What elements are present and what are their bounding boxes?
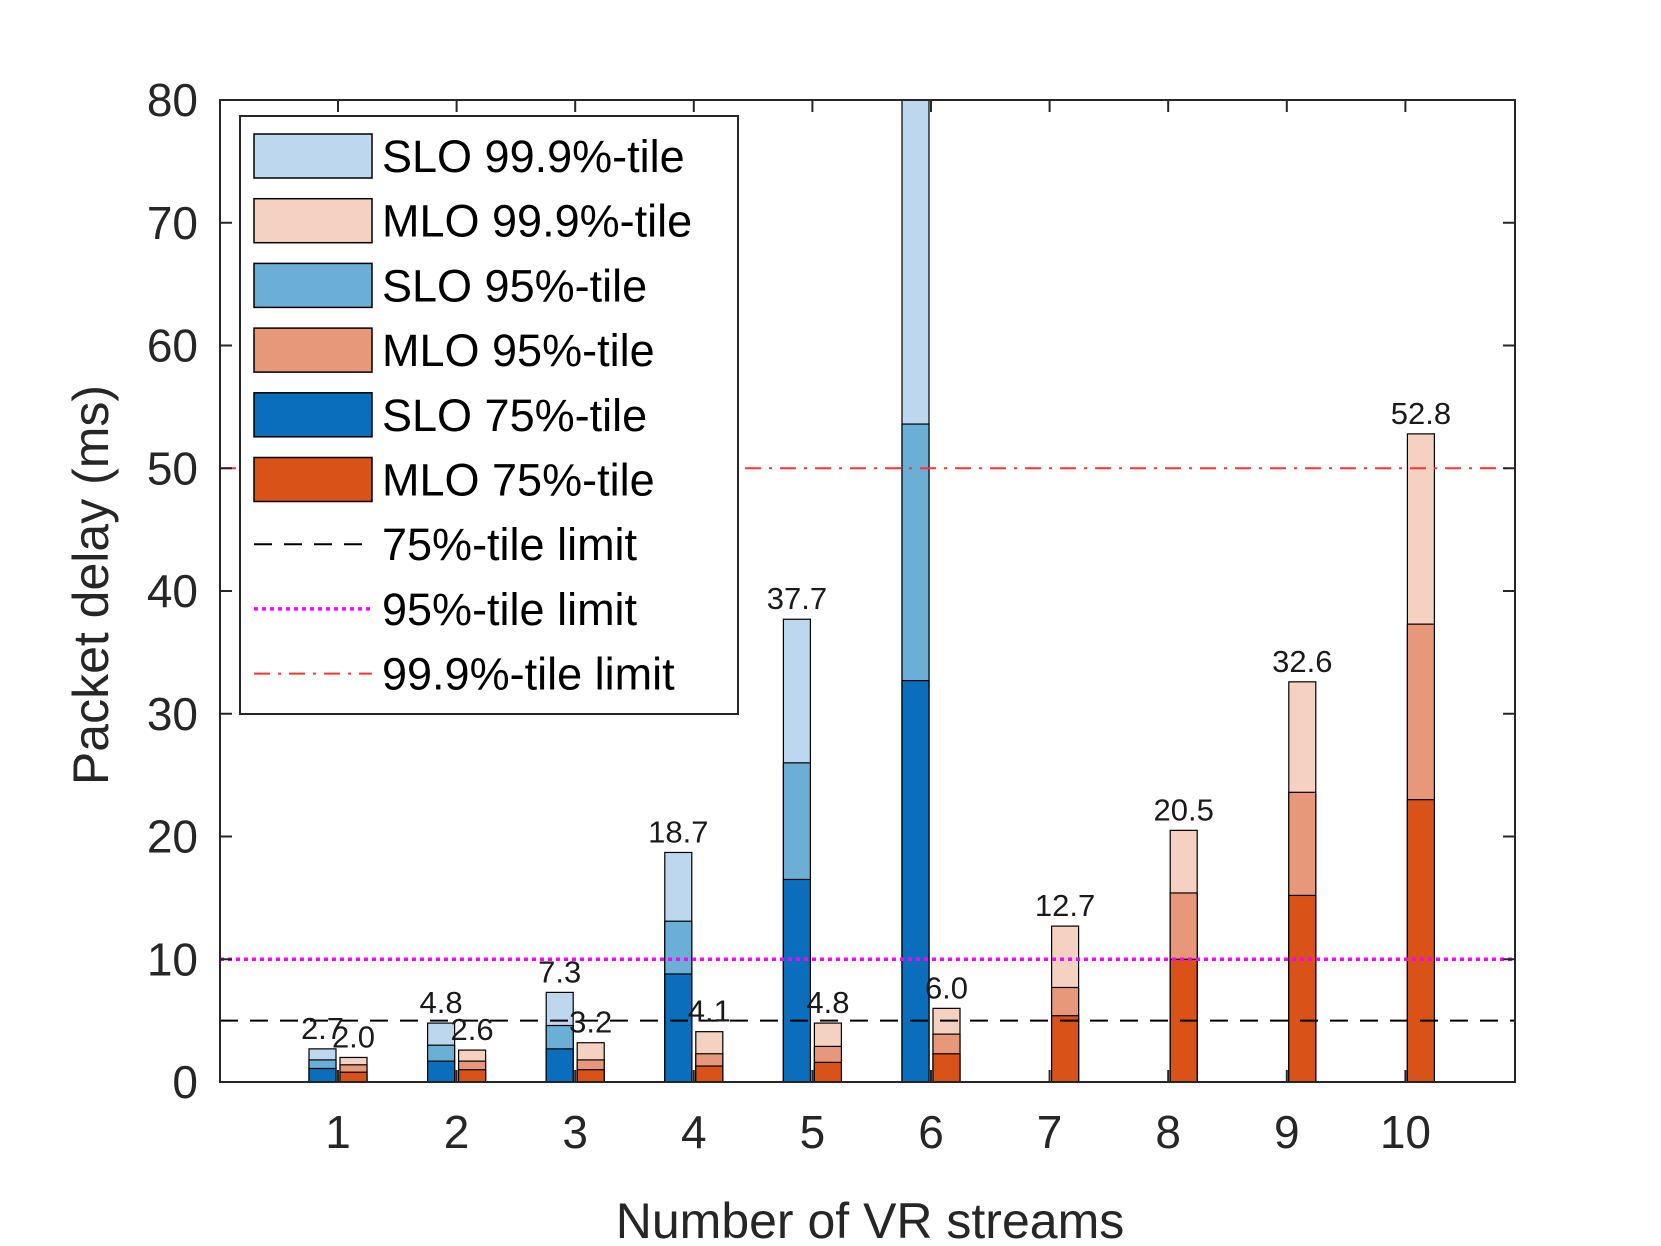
bar-label-mlo-5: 4.8 — [806, 985, 849, 1020]
legend: SLO 99.9%-tile MLO 99.9%-tile SLO 95%-tile… — [239, 115, 739, 715]
bar-slo-p75-6 — [901, 680, 930, 1083]
legend-label: 99.9%-tile limit — [382, 649, 675, 700]
legend-swatch — [253, 456, 373, 503]
y-tick-label: 60 — [147, 320, 198, 372]
bar-label-slo-2: 4.8 — [420, 985, 463, 1020]
y-tick-label: 0 — [172, 1056, 198, 1108]
bar-label-mlo-2: 2.6 — [451, 1012, 494, 1047]
bar-mlo-p75-5 — [813, 1061, 843, 1083]
bar-mlo-p75-4 — [695, 1065, 724, 1083]
bar-mlo-p75-2 — [458, 1069, 487, 1083]
legend-label: 95%-tile limit — [382, 584, 638, 635]
x-tick-label: 1 — [325, 1106, 351, 1158]
x-axis-title: Number of VR streams — [616, 1193, 1124, 1246]
bar-label-mlo-8: 20.5 — [1154, 792, 1214, 827]
x-tick-label: 9 — [1274, 1106, 1300, 1158]
y-tick-label: 30 — [147, 688, 198, 740]
legend-swatch — [253, 392, 373, 438]
bar-mlo-p75-1 — [339, 1071, 368, 1083]
bar-label-mlo-1: 2.0 — [332, 1019, 375, 1054]
x-tick-label: 10 — [1380, 1106, 1431, 1158]
y-tick-label: 40 — [147, 565, 198, 617]
legend-label: MLO 75%-tile — [382, 455, 655, 506]
legend-swatch — [253, 327, 373, 373]
bar-label-slo-3: 7.3 — [538, 954, 581, 989]
legend-swatch — [253, 197, 373, 244]
bar-mlo-p75-7 — [1050, 1015, 1080, 1083]
legend-swatch — [253, 262, 373, 309]
bar-label-slo-1: 2.7 — [301, 1011, 344, 1046]
y-tick-label: 50 — [147, 442, 198, 494]
legend-label: MLO 99.9%-tile — [382, 196, 692, 247]
legend-swatch — [253, 133, 373, 179]
x-tick-label: 8 — [1155, 1106, 1181, 1158]
bars — [308, 99, 1436, 1083]
bar-value-labels: 2.7 4.8 7.3 18.7 37.7 2.0 2.6 3.2 4.1 4.8 6.0 12.7 2… — [301, 396, 1451, 1055]
x-tick-label: 3 — [562, 1106, 588, 1158]
x-tick-label: 7 — [1037, 1106, 1063, 1158]
bar-mlo-p75-6 — [932, 1053, 961, 1083]
bar-slo-p75-2 — [427, 1060, 456, 1083]
y-tick-label: 80 — [147, 74, 198, 126]
bar-label-mlo-10: 52.8 — [1391, 396, 1451, 431]
bar-label-mlo-6: 6.0 — [925, 970, 968, 1005]
x-tick-label: 4 — [681, 1106, 707, 1158]
bar-label-mlo-7: 12.7 — [1035, 888, 1095, 923]
x-tick-label: 6 — [918, 1106, 944, 1158]
bar-label-slo-5: 37.7 — [767, 581, 827, 616]
axes: 0 10 20 30 40 50 60 70 80 1 2 3 4 5 6 7 8 9 10 — [147, 74, 1516, 1158]
bar-slo-p75-5 — [782, 878, 812, 1083]
bar-mlo-p75-9 — [1288, 894, 1317, 1083]
y-tick-label: 10 — [147, 933, 198, 985]
bar-slo-p75-1 — [308, 1067, 337, 1083]
legend-label: SLO 75%-tile — [382, 390, 647, 441]
x-tick-label: 5 — [800, 1106, 826, 1158]
bar-label-slo-4: 18.7 — [648, 814, 708, 849]
bar-label-mlo-4: 4.1 — [688, 994, 731, 1029]
bar-slo-p75-3 — [545, 1048, 574, 1083]
legend-label: SLO 99.9%-tile — [382, 131, 685, 182]
y-tick-label: 20 — [147, 811, 198, 863]
legend-label: SLO 95%-tile — [382, 260, 647, 311]
bar-slo-p75-4 — [664, 973, 693, 1083]
legend-label: MLO 95%-tile — [382, 325, 655, 376]
legend-label: 75%-tile limit — [382, 519, 638, 570]
y-axis-title: Packet delay (ms) — [63, 385, 119, 785]
y-tick-label: 70 — [147, 197, 198, 249]
bar-mlo-p75-3 — [576, 1069, 605, 1083]
bar-label-mlo-3: 3.2 — [569, 1005, 612, 1040]
bar-mlo-p75-10 — [1406, 799, 1436, 1083]
bar-label-mlo-9: 32.6 — [1272, 644, 1332, 679]
x-tick-label: 2 — [444, 1106, 470, 1158]
